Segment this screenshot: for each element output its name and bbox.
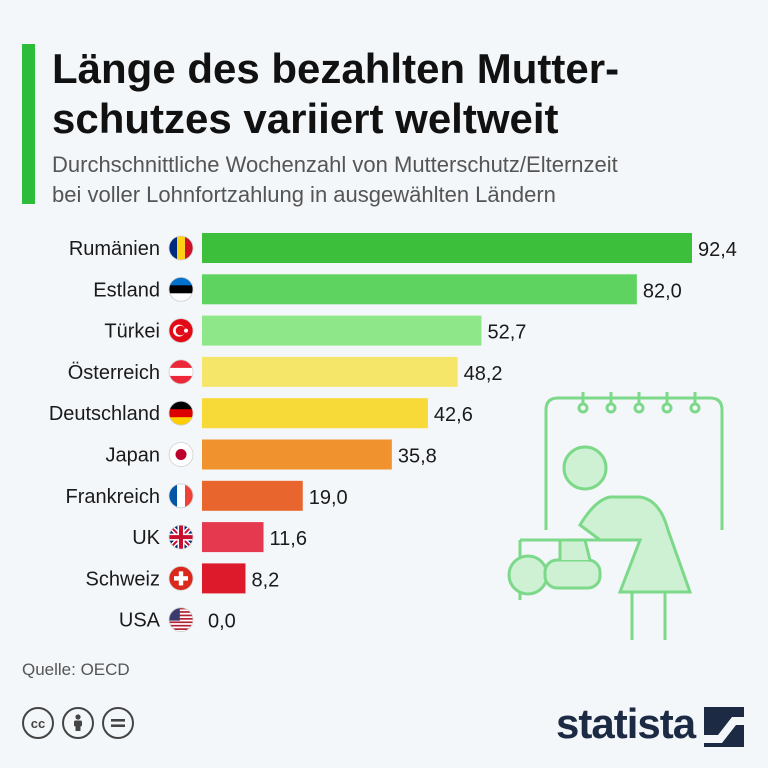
chart-subtitle: Durchschnittliche Wochenzahl von Mutters…	[52, 152, 618, 207]
statista-logo-icon[interactable]	[704, 707, 744, 747]
category-label: Rumänien	[69, 238, 160, 260]
bar	[202, 563, 246, 594]
value-label: 52,7	[487, 322, 526, 344]
bar-row: Japan 35,8	[106, 439, 437, 470]
estonia-flag-icon	[168, 276, 194, 302]
category-label: Frankreich	[66, 486, 160, 508]
bar-row: Rumänien 92,4	[69, 233, 737, 263]
brand-logo-text[interactable]: statista	[556, 700, 696, 747]
license-icons: cc	[22, 707, 134, 739]
bar	[202, 522, 264, 553]
bar	[202, 439, 392, 470]
bar-row: Estland 82,0	[93, 274, 682, 305]
switzerland-flag-icon	[168, 566, 194, 591]
turkey-flag-icon	[168, 318, 194, 344]
bar	[202, 315, 482, 346]
bar-row: UK 11,6	[132, 522, 307, 553]
bar-row: USA 0,0	[119, 607, 236, 633]
value-label: 82,0	[643, 280, 682, 302]
bar	[202, 398, 428, 429]
source-note: Quelle: OECD	[22, 660, 130, 679]
bar	[202, 356, 458, 387]
japan-flag-icon	[168, 442, 194, 467]
bar-row: Deutschland 42,6	[49, 398, 473, 429]
chart-title: Länge des bezahlten Mutter- schutzes var…	[52, 45, 620, 142]
value-label: 0,0	[208, 611, 236, 633]
bar	[202, 480, 303, 511]
bar	[202, 274, 637, 305]
category-label: Österreich	[68, 362, 160, 384]
title-accent-bar	[22, 44, 35, 204]
austria-flag-icon	[168, 359, 194, 385]
category-label: Schweiz	[86, 568, 160, 590]
bar-row: Österreich 48,2	[68, 356, 503, 387]
value-label: 19,0	[309, 487, 348, 509]
value-label: 8,2	[251, 569, 279, 591]
cc-icon[interactable]: cc	[22, 707, 54, 739]
category-label: Japan	[106, 445, 161, 467]
category-label: USA	[119, 610, 161, 632]
category-label: Deutschland	[49, 403, 160, 425]
no-derivatives-icon[interactable]	[102, 707, 134, 739]
category-label: Türkei	[104, 321, 160, 343]
france-flag-icon	[168, 483, 194, 509]
value-label: 35,8	[398, 446, 437, 468]
usa-flag-icon	[168, 607, 194, 633]
bar-row: Türkei 52,7	[104, 315, 526, 346]
value-label: 48,2	[464, 363, 503, 385]
bar-row: Schweiz 8,2	[86, 563, 279, 594]
bar-row: Frankreich 19,0	[66, 480, 348, 511]
baby-figure-icon	[507, 538, 602, 596]
value-label: 42,6	[434, 404, 473, 426]
bar	[202, 233, 692, 263]
attribution-icon[interactable]	[62, 707, 94, 739]
mother-figure-icon	[562, 445, 693, 640]
romania-flag-icon	[168, 235, 194, 261]
value-label: 11,6	[270, 528, 307, 550]
category-label: Estland	[93, 279, 160, 301]
value-label: 92,4	[698, 239, 737, 261]
category-label: UK	[132, 527, 160, 549]
uk-flag-icon	[168, 524, 194, 550]
germany-flag-icon	[168, 400, 194, 426]
